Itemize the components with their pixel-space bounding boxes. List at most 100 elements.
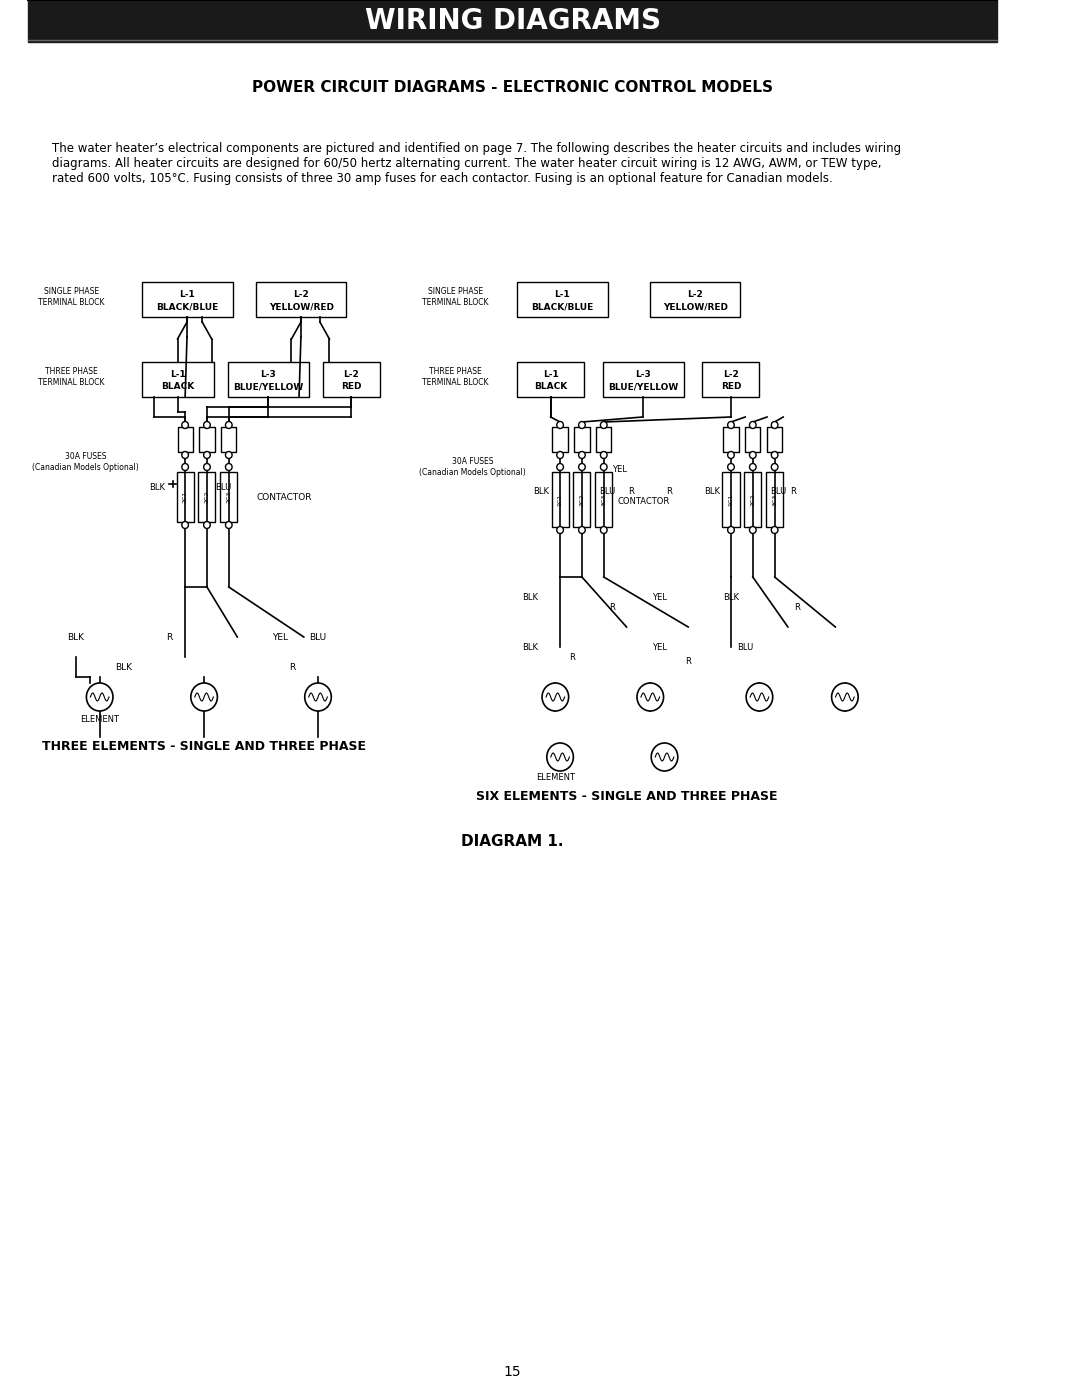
Circle shape [750, 464, 756, 471]
Bar [702, 362, 759, 397]
Text: BLACK: BLACK [161, 381, 194, 391]
Text: 2C2: 2C2 [204, 490, 210, 503]
Circle shape [651, 743, 678, 771]
Bar [221, 427, 237, 453]
Text: BLK: BLK [149, 482, 164, 492]
Circle shape [750, 422, 756, 429]
Bar [573, 472, 591, 527]
Circle shape [557, 527, 564, 534]
Text: The water heater’s electrical components are pictured and identified on page 7. : The water heater’s electrical components… [52, 142, 902, 184]
Text: L-2: L-2 [294, 289, 309, 299]
Circle shape [181, 521, 188, 528]
Text: SINGLE PHASE
TERMINAL BLOCK: SINGLE PHASE TERMINAL BLOCK [38, 288, 105, 307]
Bar [596, 427, 611, 453]
Text: R: R [795, 602, 800, 612]
Text: THREE ELEMENTS - SINGLE AND THREE PHASE: THREE ELEMENTS - SINGLE AND THREE PHASE [42, 740, 366, 753]
Text: ELEMENT: ELEMENT [80, 714, 119, 724]
Text: R: R [686, 658, 691, 666]
Text: BLK: BLK [522, 643, 538, 651]
Text: R: R [666, 488, 672, 496]
Text: CONTACTOR: CONTACTOR [256, 493, 312, 502]
Circle shape [771, 451, 778, 458]
Bar [177, 427, 192, 453]
Circle shape [637, 683, 663, 711]
Bar [256, 282, 347, 317]
Bar [553, 427, 568, 453]
Text: L-2: L-2 [688, 289, 703, 299]
Bar [323, 362, 380, 397]
Text: BLK: BLK [704, 488, 720, 496]
Text: BLACK/BLUE: BLACK/BLUE [157, 302, 218, 312]
Bar [228, 362, 309, 397]
Text: BLK: BLK [534, 488, 549, 496]
Text: YELLOW/RED: YELLOW/RED [663, 302, 728, 312]
Text: 2C2: 2C2 [580, 493, 584, 506]
Text: L-2: L-2 [343, 370, 360, 379]
Bar [517, 282, 608, 317]
Bar [143, 282, 232, 317]
Bar [143, 362, 214, 397]
Text: DIAGRAM 1.: DIAGRAM 1. [461, 834, 564, 849]
Bar [575, 427, 590, 453]
Text: BLUE/YELLOW: BLUE/YELLOW [608, 381, 678, 391]
Text: RED: RED [341, 381, 362, 391]
Circle shape [728, 527, 734, 534]
Circle shape [226, 422, 232, 429]
Text: L-1: L-1 [555, 289, 570, 299]
Text: R: R [609, 602, 616, 612]
Circle shape [86, 683, 113, 711]
Text: 30A FUSES
(Canadian Models Optional): 30A FUSES (Canadian Models Optional) [419, 457, 526, 476]
Text: R: R [289, 662, 296, 672]
Text: BLACK/BLUE: BLACK/BLUE [531, 302, 594, 312]
Circle shape [579, 451, 585, 458]
Circle shape [600, 451, 607, 458]
Circle shape [728, 422, 734, 429]
Text: L-1: L-1 [171, 370, 186, 379]
Text: BLK: BLK [67, 633, 84, 641]
Text: R: R [569, 652, 576, 662]
Circle shape [181, 464, 188, 471]
Bar [220, 472, 238, 522]
Text: 1C1: 1C1 [729, 495, 733, 506]
Text: YEL: YEL [652, 643, 667, 651]
Circle shape [600, 464, 607, 471]
Bar [650, 282, 741, 317]
Text: L-1: L-1 [179, 289, 195, 299]
Circle shape [204, 451, 211, 458]
Text: BLU: BLU [599, 488, 616, 496]
Circle shape [557, 464, 564, 471]
Circle shape [226, 521, 232, 528]
Text: BLU: BLU [215, 482, 231, 492]
Circle shape [750, 527, 756, 534]
Bar [767, 427, 782, 453]
Circle shape [226, 451, 232, 458]
Circle shape [579, 422, 585, 429]
Text: CONTACTOR: CONTACTOR [617, 497, 670, 507]
Circle shape [746, 683, 772, 711]
Circle shape [181, 422, 188, 429]
Text: 15: 15 [503, 1365, 522, 1379]
Text: YELLOW/RED: YELLOW/RED [269, 302, 334, 312]
Circle shape [579, 527, 585, 534]
Bar [603, 362, 684, 397]
Text: R: R [629, 488, 634, 496]
Circle shape [771, 527, 778, 534]
Text: L-3: L-3 [260, 370, 276, 379]
Text: R: R [166, 633, 172, 641]
Circle shape [728, 451, 734, 458]
Text: 1C1: 1C1 [557, 495, 563, 506]
Text: YEL: YEL [652, 592, 667, 602]
Bar [199, 472, 216, 522]
Circle shape [557, 451, 564, 458]
Circle shape [204, 422, 211, 429]
Circle shape [542, 683, 569, 711]
Circle shape [181, 451, 188, 458]
Text: RED: RED [720, 381, 741, 391]
Text: BLU: BLU [770, 488, 786, 496]
Circle shape [832, 683, 859, 711]
Circle shape [600, 527, 607, 534]
Text: 2C3: 2C3 [227, 490, 231, 503]
Text: BLK: BLK [522, 592, 538, 602]
Bar [595, 472, 612, 527]
Text: SINGLE PHASE
TERMINAL BLOCK: SINGLE PHASE TERMINAL BLOCK [422, 288, 489, 307]
